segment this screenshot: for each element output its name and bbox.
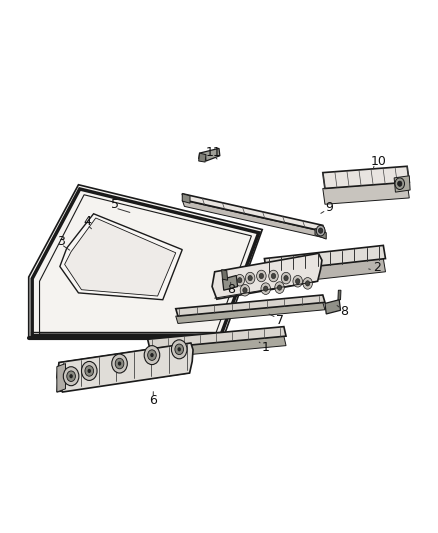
Polygon shape (60, 214, 182, 300)
Circle shape (118, 361, 121, 366)
Polygon shape (265, 245, 385, 272)
Polygon shape (222, 270, 228, 280)
Circle shape (316, 225, 325, 236)
Circle shape (148, 350, 156, 360)
Polygon shape (57, 343, 191, 392)
Circle shape (261, 283, 270, 294)
Circle shape (235, 274, 244, 286)
Polygon shape (182, 193, 190, 203)
Polygon shape (57, 364, 66, 392)
Text: 4: 4 (83, 215, 91, 228)
Circle shape (271, 273, 276, 279)
Polygon shape (323, 182, 409, 204)
Text: 11: 11 (206, 146, 222, 159)
Circle shape (259, 273, 264, 279)
Text: 5: 5 (111, 198, 119, 211)
Circle shape (245, 272, 255, 284)
Circle shape (305, 281, 310, 286)
Circle shape (177, 347, 181, 351)
Polygon shape (199, 148, 220, 161)
Circle shape (398, 181, 402, 187)
Circle shape (64, 367, 79, 386)
Circle shape (175, 344, 184, 354)
Polygon shape (325, 300, 340, 314)
Polygon shape (394, 176, 410, 192)
Text: 7: 7 (276, 314, 283, 327)
Text: 1: 1 (262, 341, 270, 354)
Text: 8: 8 (340, 305, 348, 318)
Circle shape (237, 278, 242, 283)
Text: 6: 6 (149, 394, 157, 408)
Circle shape (296, 279, 300, 284)
Text: 9: 9 (325, 201, 333, 214)
Polygon shape (265, 259, 385, 285)
Circle shape (115, 358, 124, 369)
Circle shape (277, 285, 282, 290)
Circle shape (69, 374, 73, 378)
Polygon shape (182, 193, 325, 232)
Polygon shape (176, 295, 325, 316)
Circle shape (243, 288, 247, 293)
Polygon shape (223, 276, 237, 290)
Circle shape (284, 276, 288, 281)
Polygon shape (65, 218, 176, 296)
Circle shape (67, 371, 75, 382)
Circle shape (318, 228, 323, 233)
Polygon shape (176, 302, 325, 324)
Polygon shape (29, 185, 262, 338)
Circle shape (150, 353, 154, 357)
Circle shape (264, 286, 268, 292)
Polygon shape (57, 343, 193, 392)
Circle shape (171, 340, 187, 359)
Circle shape (257, 270, 266, 282)
Polygon shape (212, 253, 322, 299)
Circle shape (275, 282, 284, 293)
Polygon shape (338, 290, 341, 300)
Circle shape (281, 272, 291, 284)
Text: 2: 2 (373, 261, 381, 274)
Text: 3: 3 (57, 235, 65, 248)
Circle shape (240, 285, 250, 296)
Circle shape (395, 178, 405, 190)
Circle shape (88, 369, 91, 373)
Polygon shape (148, 327, 286, 349)
Circle shape (112, 354, 127, 373)
Circle shape (293, 276, 303, 287)
Circle shape (81, 361, 97, 381)
Circle shape (144, 345, 160, 365)
Polygon shape (148, 336, 286, 358)
Polygon shape (199, 153, 206, 162)
Text: 8: 8 (227, 283, 235, 296)
Polygon shape (315, 229, 326, 239)
Polygon shape (182, 200, 325, 238)
Text: 10: 10 (371, 155, 387, 167)
Circle shape (269, 270, 278, 282)
Circle shape (226, 281, 231, 286)
Polygon shape (323, 166, 409, 189)
Circle shape (303, 278, 312, 289)
Circle shape (248, 276, 252, 281)
Circle shape (224, 278, 233, 289)
Circle shape (85, 366, 94, 376)
